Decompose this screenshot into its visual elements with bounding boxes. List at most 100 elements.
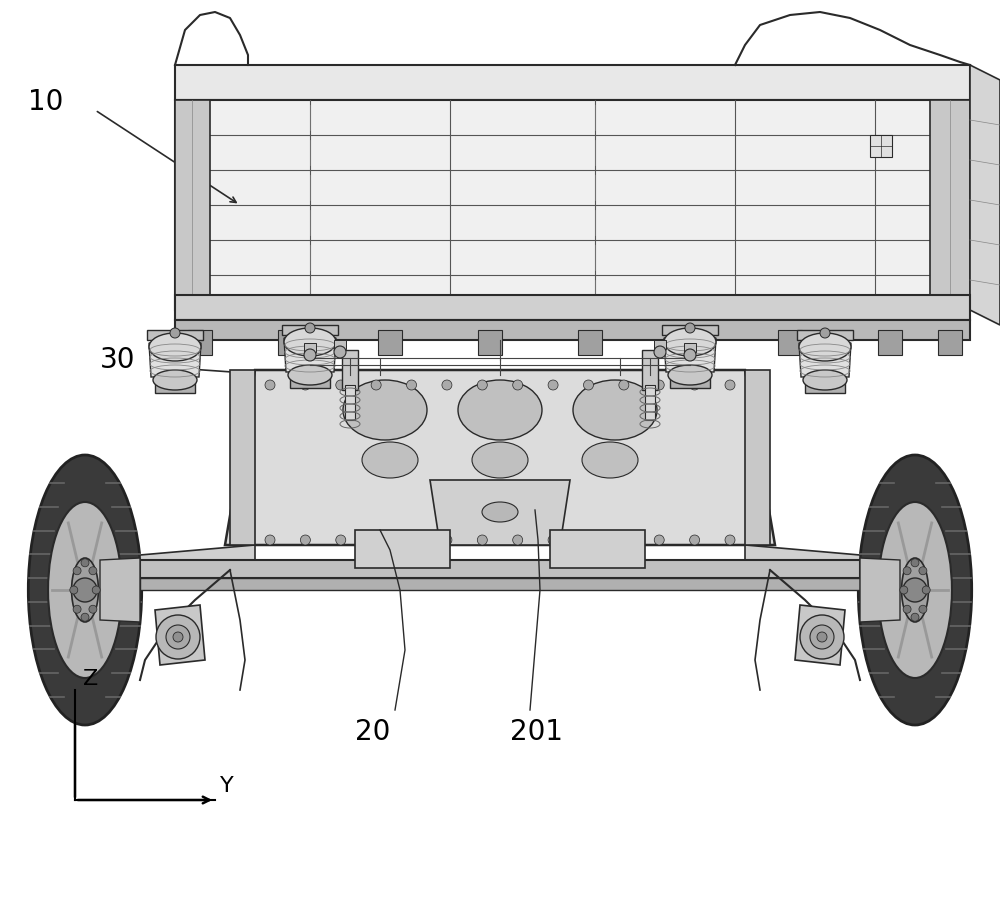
Circle shape [73,606,81,613]
Polygon shape [678,330,702,355]
Circle shape [305,323,315,333]
Polygon shape [970,65,1000,325]
Circle shape [911,613,919,621]
Polygon shape [938,330,962,355]
Polygon shape [334,340,346,349]
Circle shape [173,632,183,642]
Polygon shape [140,578,860,590]
Circle shape [89,606,97,613]
Polygon shape [797,330,853,340]
Circle shape [654,535,664,545]
Circle shape [304,349,316,361]
Circle shape [725,380,735,390]
Polygon shape [795,605,845,665]
Text: 30: 30 [100,346,136,374]
Polygon shape [290,378,330,388]
Circle shape [442,380,452,390]
Polygon shape [778,330,802,355]
Polygon shape [684,343,696,352]
Polygon shape [670,378,710,388]
Circle shape [334,346,346,358]
Circle shape [725,535,735,545]
Circle shape [300,535,310,545]
Circle shape [684,349,696,361]
Circle shape [654,346,666,358]
Circle shape [92,586,100,594]
Ellipse shape [48,502,122,678]
Circle shape [922,586,930,594]
Ellipse shape [902,558,928,622]
Ellipse shape [573,380,657,440]
Circle shape [654,380,664,390]
Circle shape [919,567,927,575]
Circle shape [407,535,417,545]
Circle shape [619,380,629,390]
Circle shape [619,535,629,545]
Ellipse shape [153,370,197,390]
Circle shape [919,606,927,613]
Polygon shape [654,340,666,349]
Polygon shape [342,350,358,390]
Circle shape [156,615,200,659]
Polygon shape [175,320,970,340]
Circle shape [513,380,523,390]
Ellipse shape [149,333,201,361]
Polygon shape [155,383,195,393]
Circle shape [371,380,381,390]
Polygon shape [140,560,860,578]
Ellipse shape [582,442,638,478]
Polygon shape [345,385,355,420]
Circle shape [513,535,523,545]
Circle shape [407,380,417,390]
Circle shape [81,613,89,621]
Circle shape [89,567,97,575]
Text: Y: Y [220,776,234,796]
Polygon shape [645,385,655,420]
Circle shape [903,606,911,613]
Circle shape [548,380,558,390]
Circle shape [903,567,911,575]
Ellipse shape [362,442,418,478]
Circle shape [690,380,700,390]
Circle shape [477,535,487,545]
Polygon shape [478,330,502,355]
Polygon shape [664,338,716,372]
Polygon shape [282,325,338,335]
Polygon shape [430,480,570,545]
Polygon shape [378,330,402,355]
Circle shape [336,535,346,545]
Circle shape [583,380,593,390]
Polygon shape [642,350,658,390]
Ellipse shape [458,380,542,440]
Ellipse shape [668,365,712,385]
Polygon shape [284,338,336,372]
Circle shape [170,328,180,338]
Polygon shape [930,100,970,310]
Circle shape [442,535,452,545]
Circle shape [81,558,89,567]
Text: 201: 201 [510,718,563,746]
Circle shape [300,380,310,390]
Ellipse shape [878,502,952,678]
Circle shape [903,578,927,602]
Polygon shape [550,530,645,568]
Text: 10: 10 [28,88,63,116]
Circle shape [583,535,593,545]
Ellipse shape [72,558,98,622]
Ellipse shape [284,328,336,356]
Circle shape [265,380,275,390]
Circle shape [817,632,827,642]
Polygon shape [860,558,900,622]
Circle shape [336,380,346,390]
Polygon shape [745,370,770,545]
Circle shape [73,567,81,575]
Ellipse shape [343,380,427,440]
Polygon shape [140,545,255,572]
Circle shape [900,586,908,594]
Circle shape [70,586,78,594]
Polygon shape [870,135,892,157]
Ellipse shape [799,333,851,361]
Ellipse shape [803,370,847,390]
Ellipse shape [288,365,332,385]
Ellipse shape [472,442,528,478]
